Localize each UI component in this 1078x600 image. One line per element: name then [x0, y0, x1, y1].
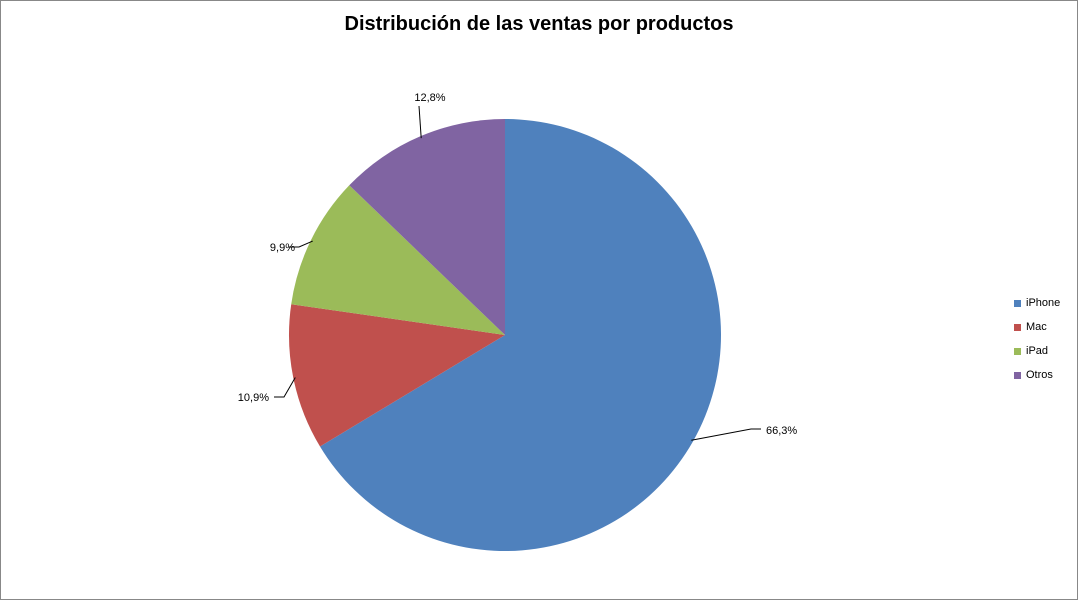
legend-item-otros: Otros: [1014, 363, 1060, 387]
legend-label: iPhone: [1026, 297, 1061, 309]
data-label-mac: 10,9%: [238, 392, 269, 404]
chart-title: Distribución de las ventas por productos: [344, 13, 734, 35]
legend-swatch: [1014, 371, 1021, 379]
leader-line-mac: [274, 377, 296, 398]
leader-line-otros: [418, 105, 422, 139]
legend-item-iphone: iPhone: [1014, 291, 1060, 315]
pie-slice-mac: [289, 304, 505, 447]
legend-label: iPad: [1026, 345, 1049, 357]
legend-swatch: [1014, 347, 1021, 355]
data-label-ipad: 9,9%: [270, 242, 295, 254]
legend-label: Otros: [1026, 369, 1053, 381]
pie-slice-ipad: [291, 185, 505, 335]
legend-swatch: [1014, 299, 1021, 307]
pie-slice-iphone: [320, 119, 722, 552]
leader-line-iphone: [691, 428, 761, 441]
legend-item-ipad: iPad: [1014, 339, 1060, 363]
data-label-iphone: 66,3%: [766, 425, 797, 437]
legend-item-mac: Mac: [1014, 315, 1060, 339]
legend: iPhone Mac iPad Otros: [1014, 291, 1060, 387]
data-label-otros: 12,8%: [414, 92, 445, 104]
legend-label: Mac: [1026, 321, 1047, 333]
legend-swatch: [1014, 323, 1021, 331]
pie-slice-otros: [349, 119, 505, 335]
leader-line-ipad: [289, 240, 313, 248]
